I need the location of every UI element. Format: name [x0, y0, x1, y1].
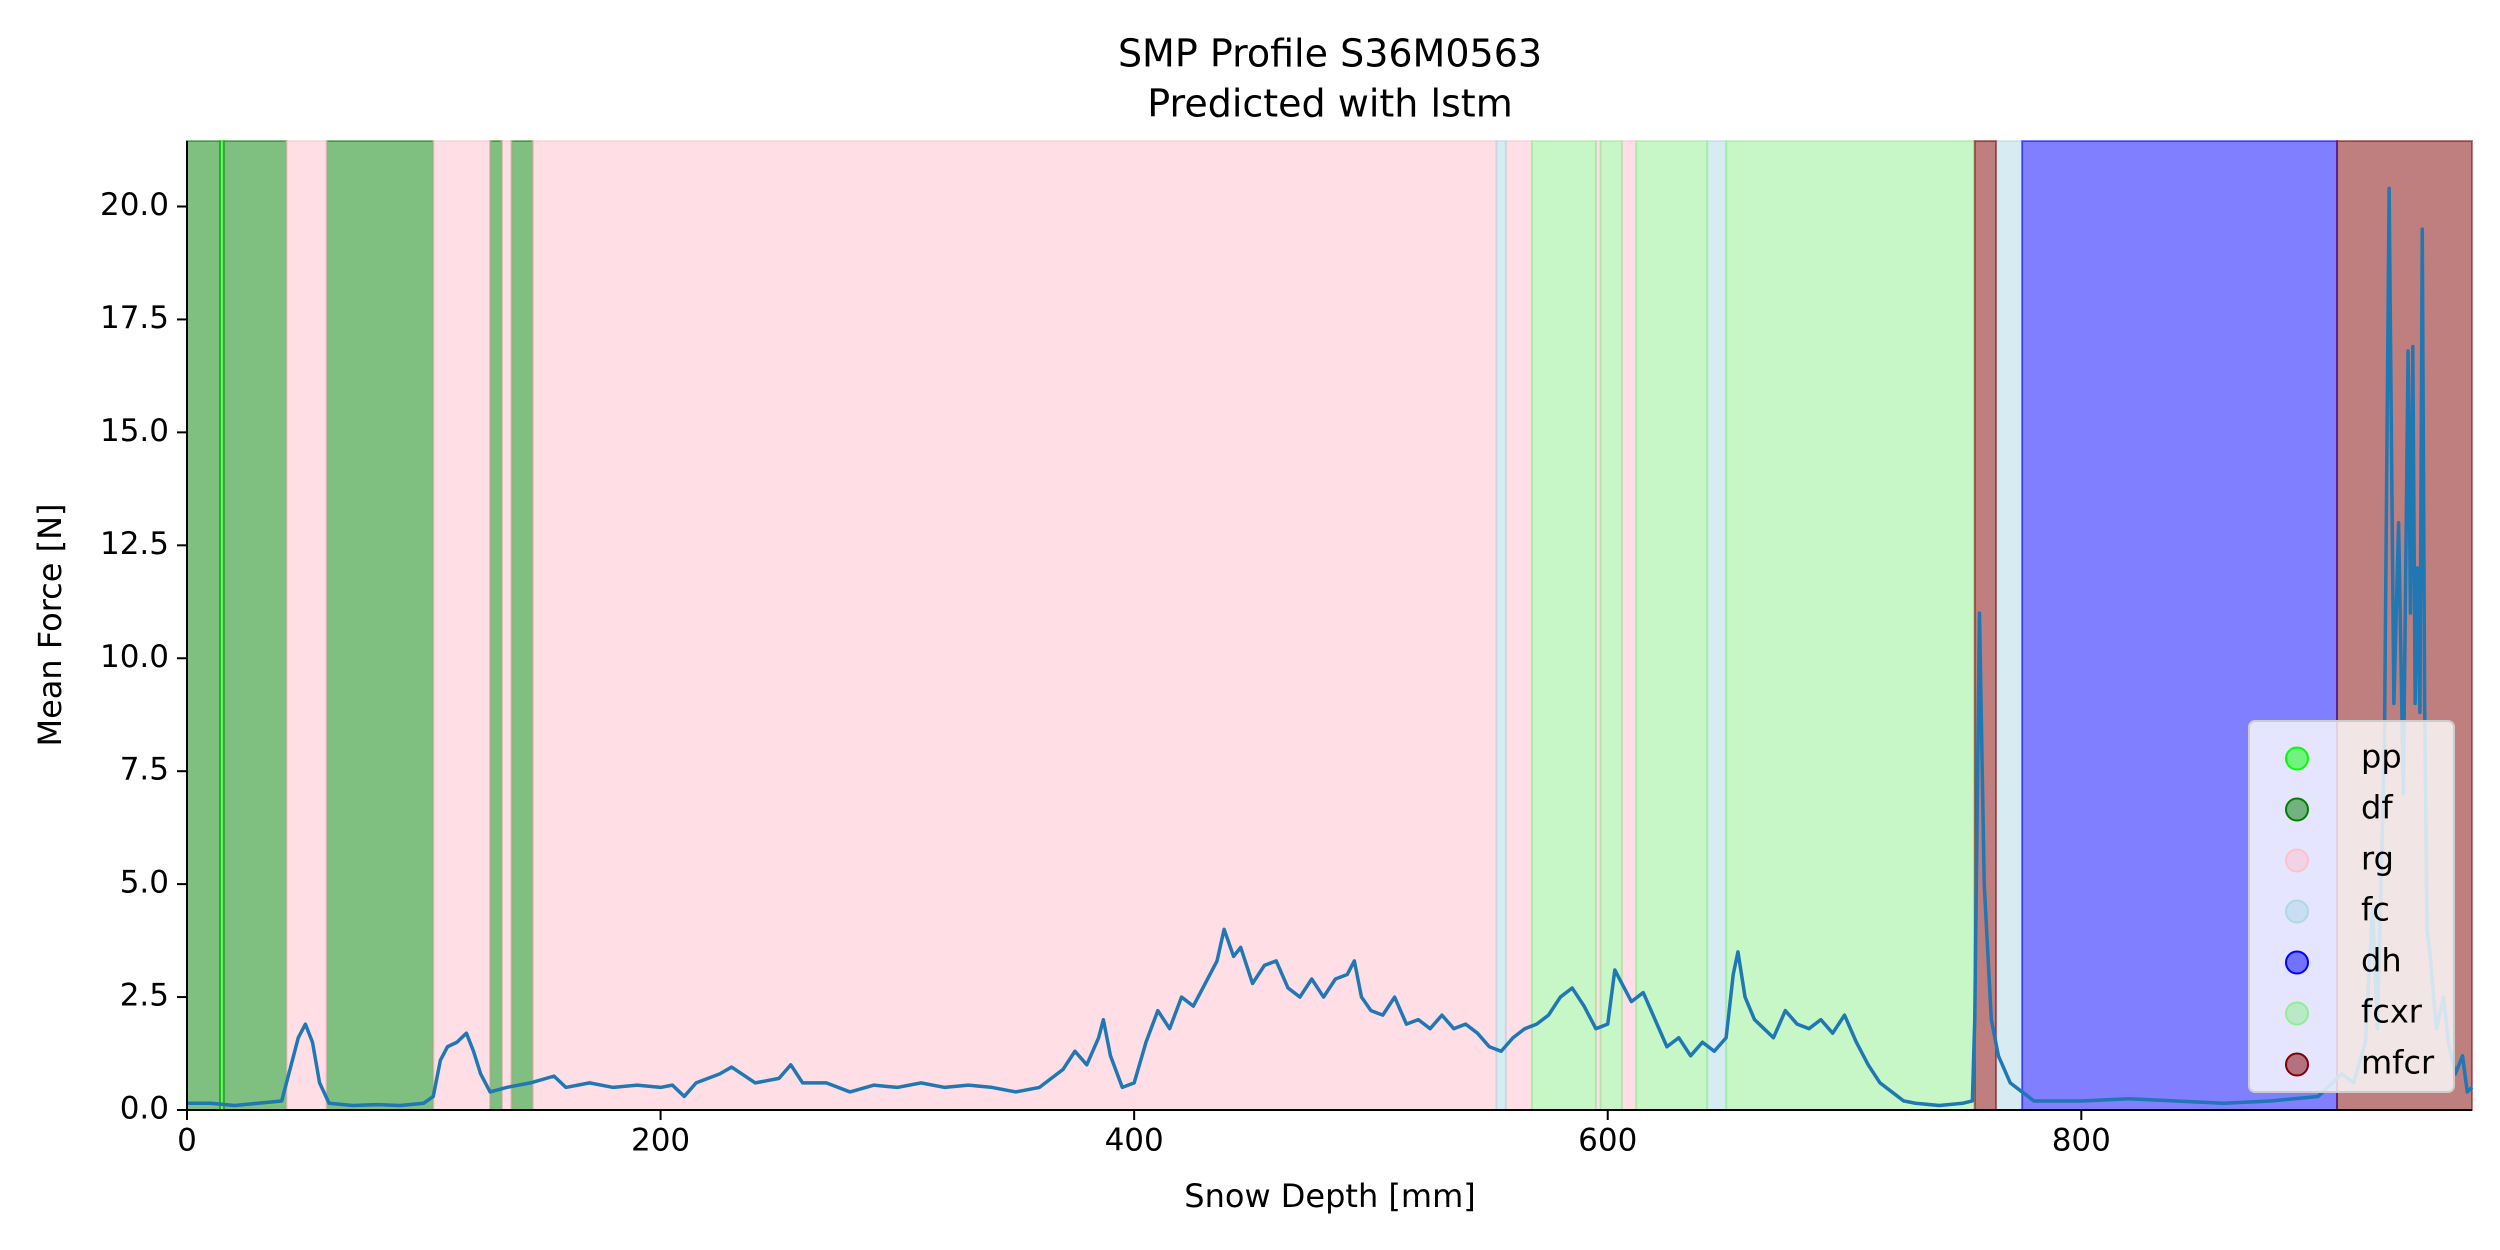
- class-span: [1725, 140, 1976, 1111]
- legend-marker: [2285, 848, 2309, 873]
- y-tick-label: 0.0: [120, 1091, 169, 1127]
- legend-label: fc: [2361, 891, 2390, 929]
- x-tick-label: 200: [631, 1123, 690, 1159]
- legend-marker: [2285, 746, 2309, 771]
- legend-box: [2248, 720, 2455, 1093]
- y-axis-label: Mean Force [N]: [31, 503, 69, 746]
- y-tick-label: 20.0: [100, 187, 169, 223]
- class-span: [432, 140, 492, 1111]
- legend-marker: [2285, 1001, 2309, 1026]
- class-span: [489, 140, 503, 1111]
- y-tick-label: 2.5: [120, 978, 169, 1014]
- force-line: [187, 186, 2474, 1108]
- y-tick-label: 12.5: [100, 526, 169, 562]
- class-span: [186, 140, 222, 1111]
- class-span: [500, 140, 513, 1111]
- class-span: [1504, 140, 1533, 1111]
- x-axis-label: Snow Depth [mm]: [1184, 1177, 1475, 1215]
- y-tick-label: 15.0: [100, 413, 169, 449]
- legend-label: dh: [2361, 942, 2402, 980]
- y-tick-label: 5.0: [120, 865, 169, 901]
- class-span: [1995, 140, 2024, 1111]
- legend: pp df rg fc dh fcxr mfcr: [2248, 720, 2455, 1093]
- legend-marker: [2285, 950, 2309, 975]
- class-span: [1635, 140, 1709, 1111]
- legend-label: pp: [2361, 738, 2402, 776]
- chart-title: SMP Profile S36M0563: [1118, 32, 1542, 76]
- class-span: [510, 140, 534, 1111]
- class-span: [285, 140, 328, 1111]
- legend-marker: [2285, 899, 2309, 924]
- legend-label: rg: [2361, 840, 2394, 878]
- x-tick-label: 400: [1105, 1123, 1164, 1159]
- y-tick-label: 7.5: [120, 752, 169, 788]
- x-tick-label: 0: [177, 1123, 197, 1159]
- y-tick-label: 17.5: [100, 300, 169, 336]
- class-span: [1599, 140, 1623, 1111]
- legend-label: mfcr: [2361, 1044, 2435, 1082]
- legend-label: df: [2361, 789, 2393, 827]
- y-tick-label: 10.0: [100, 639, 169, 675]
- class-span: [325, 140, 435, 1111]
- class-span: [1495, 140, 1507, 1111]
- class-span: [1620, 140, 1638, 1111]
- chart-subtitle: Predicted with lstm: [1147, 82, 1512, 126]
- legend-marker: [2285, 1052, 2309, 1077]
- legend-marker: [2285, 797, 2309, 822]
- class-span: [222, 140, 288, 1111]
- x-tick-label: 600: [1578, 1123, 1637, 1159]
- class-span: [1706, 140, 1728, 1111]
- legend-label: fcxr: [2361, 993, 2423, 1031]
- class-span: [1530, 140, 1597, 1111]
- x-tick-label: 800: [2052, 1123, 2111, 1159]
